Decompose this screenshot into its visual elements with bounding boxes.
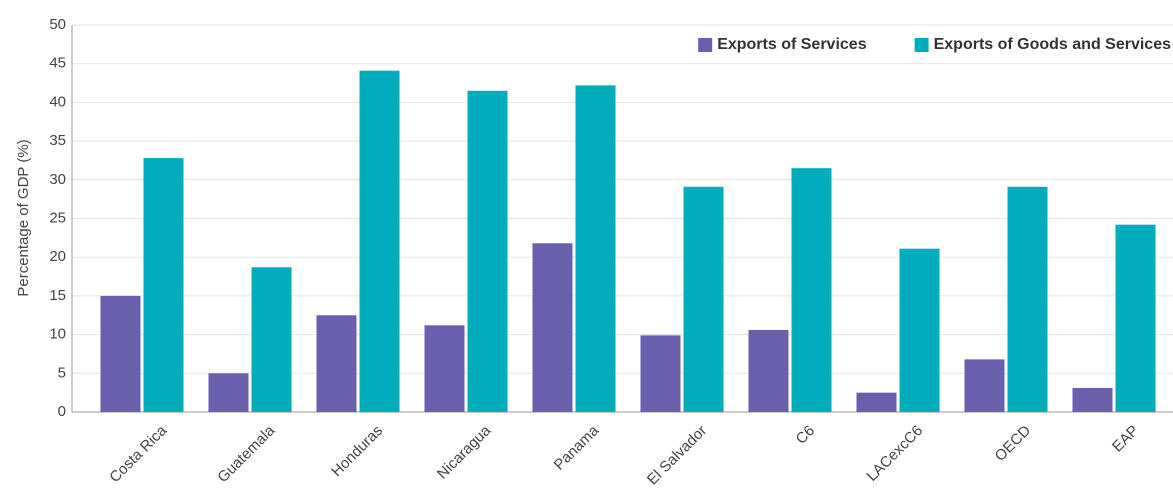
x-tick-label: Guatemala [214,422,278,485]
bar [316,315,357,412]
y-tick-label: 25 [49,209,66,226]
bar [208,373,249,412]
bar [856,392,897,412]
y-tick-label: 20 [49,248,66,265]
y-tick-label: 50 [49,16,66,33]
y-tick-label: 0 [58,403,66,420]
legend-swatch [698,38,713,52]
bar [100,295,141,412]
legend-swatch [914,38,929,52]
bar [143,158,184,412]
bar [1115,224,1156,412]
y-tick-label: 10 [49,326,66,343]
x-tick-label: Nicaragua [434,422,495,483]
bar [1072,388,1113,412]
y-tick-label: 45 [49,55,66,72]
legend-label: Exports of Services [717,36,867,53]
x-tick-label: LACexcC6 [863,422,926,485]
bar [683,186,724,412]
bar [575,85,616,412]
bar [424,325,465,412]
bar [1007,186,1048,412]
y-tick-label: 35 [49,132,66,149]
y-tick-label: 15 [49,287,66,304]
x-tick-label: Honduras [328,422,386,480]
x-tick-label: Costa Rica [106,422,170,485]
x-tick-label: EAP [1109,422,1142,455]
x-tick-label: Panama [551,422,603,474]
bar [964,359,1005,412]
bar [899,248,940,412]
y-axis-label: Percentage of GDP (%) [15,139,32,296]
bar [251,267,292,412]
bar [640,335,681,412]
x-tick-label: OECD [992,422,1035,465]
bar [791,168,832,412]
y-tick-label: 40 [49,93,66,110]
y-tick-label: 5 [58,364,66,381]
bar [467,90,508,412]
bar [748,329,789,412]
legend-label: Exports of Goods and Services [934,36,1172,53]
x-tick-label: C6 [793,422,819,448]
x-tick-label: El Salvador [644,422,710,485]
bar [532,243,573,412]
bar [359,70,400,412]
y-tick-label: 30 [49,171,66,188]
